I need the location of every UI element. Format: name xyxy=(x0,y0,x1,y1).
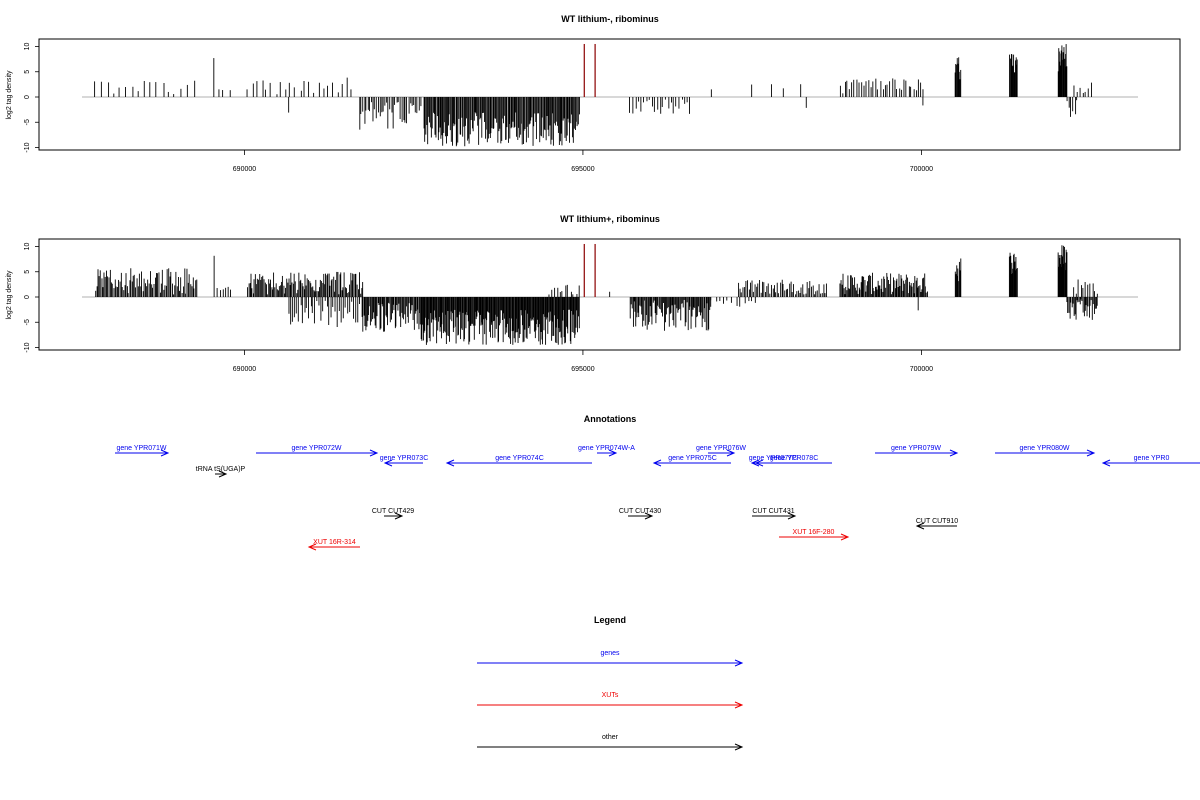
legend-title: Legend xyxy=(594,615,626,625)
feature-label: gene YPR072W xyxy=(291,445,341,452)
x-tick-label: 690000 xyxy=(233,166,256,173)
x-tick-label: 695000 xyxy=(571,166,594,173)
feature-label: gene YPR074C xyxy=(495,455,544,462)
annotation-features: gene YPR071W tRNA tS(UGA)P gene YPR072W gen… xyxy=(115,445,1200,551)
feature-arrow xyxy=(597,449,618,457)
x-axis: 690000 695000 700000 xyxy=(233,150,933,173)
feature-label: CUT CUT431 xyxy=(752,508,794,515)
feature-label: CUT CUT429 xyxy=(372,508,414,515)
legend-arrow xyxy=(477,701,744,709)
plot-frame xyxy=(38,38,1181,151)
feature-label: XUT 16F-280 xyxy=(793,529,835,536)
y-tick-label: -5 xyxy=(24,119,31,125)
feature-label: gene YPR071W xyxy=(116,445,166,452)
feature-arrow xyxy=(307,543,360,551)
y-axis: -10 -5 0 5 10 xyxy=(24,43,39,153)
legend-label: other xyxy=(602,734,619,741)
x-tick-label: 700000 xyxy=(910,166,933,173)
feature-arrow xyxy=(256,449,379,457)
x-tick-label: 700000 xyxy=(910,366,933,373)
feature-arrow xyxy=(1101,459,1200,467)
feature-label: XUT 16R-314 xyxy=(313,539,356,546)
plot-frame xyxy=(38,238,1181,351)
feature-arrow xyxy=(215,470,228,478)
coverage-bars xyxy=(94,44,1092,147)
x-axis: 690000 695000 700000 xyxy=(233,350,933,373)
feature-label: gene YPR074W-A xyxy=(578,445,635,452)
feature-arrow xyxy=(445,459,592,467)
feature-arrow xyxy=(875,449,959,457)
feature-label: gene YPR077C xyxy=(749,455,798,462)
feature-arrow xyxy=(628,512,654,520)
feature-arrow xyxy=(384,512,404,520)
feature-label: CUT CUT430 xyxy=(619,508,661,515)
feature-arrow xyxy=(115,449,170,457)
legend-label: genes xyxy=(600,650,620,657)
feature-label: CUT CUT910 xyxy=(916,518,958,525)
feature-label: gene YPR079W xyxy=(891,445,941,452)
y-tick-label: -10 xyxy=(24,142,31,152)
y-tick-label: -10 xyxy=(24,342,31,352)
legend: Legend genes XUTs other xyxy=(477,615,744,751)
x-tick-label: 690000 xyxy=(233,366,256,373)
feature-arrow xyxy=(708,449,736,457)
y-axis: -10 -5 0 5 10 xyxy=(24,243,39,353)
y-tick-label: 0 xyxy=(24,95,31,99)
legend-items: genes XUTs other xyxy=(477,650,744,751)
y-axis-label: log2 tag density xyxy=(6,270,13,320)
feature-arrow xyxy=(915,522,957,530)
annotations-title: Annotations xyxy=(584,414,637,424)
feature-arrow xyxy=(652,459,731,467)
marker-lines xyxy=(583,243,596,297)
y-tick-label: 5 xyxy=(24,70,31,74)
y-tick-label: 10 xyxy=(24,43,31,51)
feature-arrow xyxy=(754,459,832,467)
y-tick-label: 10 xyxy=(24,243,31,251)
feature-label: gene YPR075C xyxy=(668,455,717,462)
panel-title: WT lithium-, ribominus xyxy=(561,14,659,24)
coverage-bars xyxy=(95,245,1098,345)
marker-lines xyxy=(583,43,596,97)
legend-arrow xyxy=(477,659,744,667)
feature-label: tRNA tS(UGA)P xyxy=(196,466,246,473)
feature-arrow xyxy=(995,449,1096,457)
feature-label: gene YPR076W xyxy=(696,445,746,452)
y-tick-label: -5 xyxy=(24,319,31,325)
panel-title: WT lithium+, ribominus xyxy=(560,214,660,224)
legend-label: XUTs xyxy=(602,692,619,699)
y-tick-label: 0 xyxy=(24,295,31,299)
y-axis-label: log2 tag density xyxy=(6,70,13,120)
feature-arrow xyxy=(383,459,423,467)
feature-arrow xyxy=(779,533,850,541)
feature-label: gene YPR073C xyxy=(380,455,429,462)
feature-label: gene YPR0 xyxy=(1134,455,1170,462)
y-tick-label: 5 xyxy=(24,270,31,274)
feature-label: gene YPR078C xyxy=(770,455,819,462)
x-tick-label: 695000 xyxy=(571,366,594,373)
legend-arrow xyxy=(477,743,744,751)
feature-arrow xyxy=(752,512,797,520)
feature-label: gene YPR080W xyxy=(1019,445,1069,452)
